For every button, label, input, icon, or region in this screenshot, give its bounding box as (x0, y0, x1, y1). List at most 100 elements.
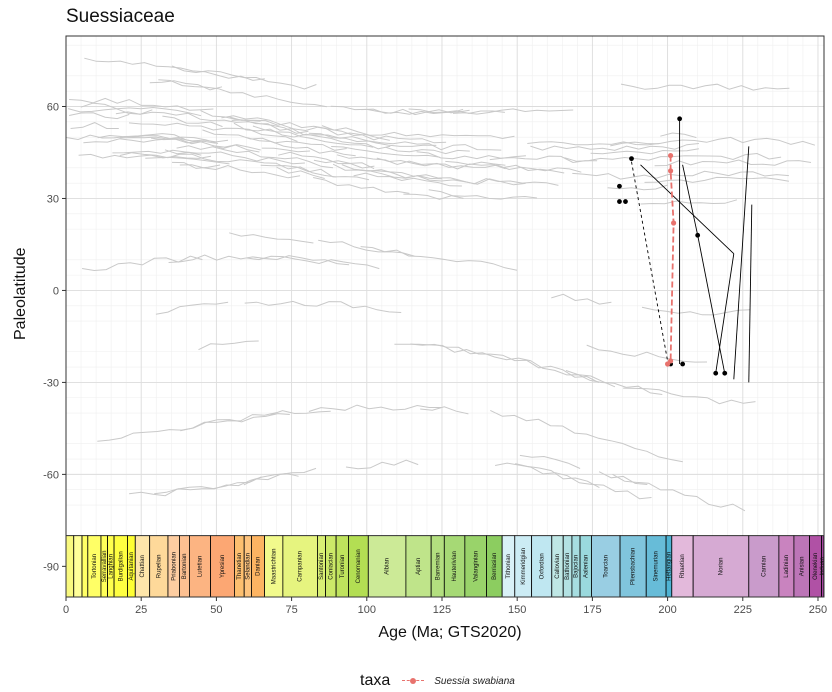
other-taxon-track (715, 253, 735, 374)
background-track (336, 154, 506, 170)
stage-box (65, 535, 75, 598)
background-track (260, 164, 370, 181)
background-track (69, 97, 214, 111)
background-track (623, 387, 756, 405)
series-suessia-swabiana (664, 152, 677, 367)
background-track (233, 122, 391, 150)
stage-label: Cenomanian (356, 549, 362, 583)
other-taxon-point (677, 116, 683, 122)
other-taxon-point (722, 370, 728, 376)
background-track (503, 164, 565, 174)
background-track (221, 115, 390, 141)
background-track (247, 137, 356, 157)
stage-label: Thanetian (237, 553, 243, 580)
panel-border (65, 35, 825, 598)
other-taxon-point (623, 199, 628, 204)
stage-label: Coniacian (328, 553, 334, 580)
background-track (231, 119, 437, 147)
background-track (641, 306, 751, 316)
background-track (115, 111, 309, 134)
stage-box (73, 535, 83, 598)
background-track (321, 125, 515, 140)
background-track (149, 80, 223, 91)
background-track (84, 57, 265, 81)
background-track (129, 476, 262, 497)
background-track (244, 300, 402, 313)
background-track (353, 172, 462, 187)
stage-label: Tithonian (506, 554, 512, 578)
other-taxon-point (617, 199, 622, 204)
series-point (671, 220, 677, 226)
background-track (155, 301, 229, 315)
stage-label: Priabonian (171, 552, 177, 581)
background-track (261, 147, 311, 153)
background-track (610, 136, 816, 147)
stage-label: Maastrichtian (271, 549, 277, 585)
y-tick-label: -90 (43, 561, 59, 573)
background-track (119, 136, 229, 143)
background-track (385, 146, 470, 155)
x-tick-label: 0 (63, 604, 69, 616)
stage-label: Norian (719, 558, 725, 576)
x-tick-label: 175 (583, 604, 601, 616)
background-track (341, 164, 559, 186)
series-point (667, 152, 674, 159)
y-tick-label: 30 (47, 193, 59, 205)
background-track (66, 133, 199, 143)
stage-label: Hauterivian (452, 551, 458, 581)
legend-title: taxa (360, 672, 391, 689)
background-track (313, 159, 375, 170)
background-track (97, 134, 219, 144)
stage-label: Serravallian (102, 551, 108, 583)
background-track (252, 125, 374, 148)
stage-label: Aalenian (583, 555, 589, 578)
background-track (112, 149, 305, 165)
stage-label: Barremian (435, 553, 441, 581)
background-track (644, 176, 789, 183)
background-track (330, 105, 464, 116)
background-track (158, 79, 327, 108)
background-track (119, 152, 337, 178)
x-tick-label: 225 (734, 604, 752, 616)
stage-label: Burdigalian (118, 551, 124, 581)
stage-box (405, 535, 432, 598)
series-point (667, 168, 674, 174)
background-track (128, 122, 298, 142)
background-track (620, 83, 790, 91)
stage-box (367, 535, 407, 598)
background-track (495, 462, 652, 500)
stage-label: Santonian (319, 553, 325, 580)
stage-label: Chattian (140, 555, 146, 577)
x-tick-label: 200 (658, 604, 676, 616)
background-track (612, 473, 746, 512)
background-track (68, 112, 130, 120)
x-tick-label: 50 (210, 604, 222, 616)
x-tick-label: 125 (433, 604, 451, 616)
stage-label: Anisian (799, 557, 805, 577)
background-track (640, 199, 738, 205)
legend: taxa Suessia swabiana (360, 672, 515, 690)
background-track (598, 471, 648, 485)
y-tick-label: 0 (53, 285, 59, 297)
background-track (551, 293, 612, 305)
background-track (530, 143, 699, 151)
stage-box (748, 535, 780, 598)
stage-label: Lutetian (198, 556, 204, 577)
stage-label: Valanginian (473, 551, 479, 582)
background-track (78, 153, 212, 159)
stage-label: Rhaetian (680, 554, 686, 578)
background-track (590, 148, 699, 155)
background-track (202, 129, 347, 151)
minor-gridlines (66, 36, 824, 597)
stage-label: Berriasian (492, 553, 498, 580)
x-axis-label: Age (Ma; GTS2020) (378, 624, 522, 641)
background-track (97, 413, 290, 442)
stage-label: Sinemurian (654, 551, 660, 581)
x-tick-label: 150 (508, 604, 526, 616)
other-taxon-track (733, 146, 750, 380)
background-track (168, 254, 350, 266)
background-track (82, 255, 203, 272)
background-track (198, 340, 259, 351)
background-track (176, 145, 334, 169)
background-track (607, 184, 668, 191)
